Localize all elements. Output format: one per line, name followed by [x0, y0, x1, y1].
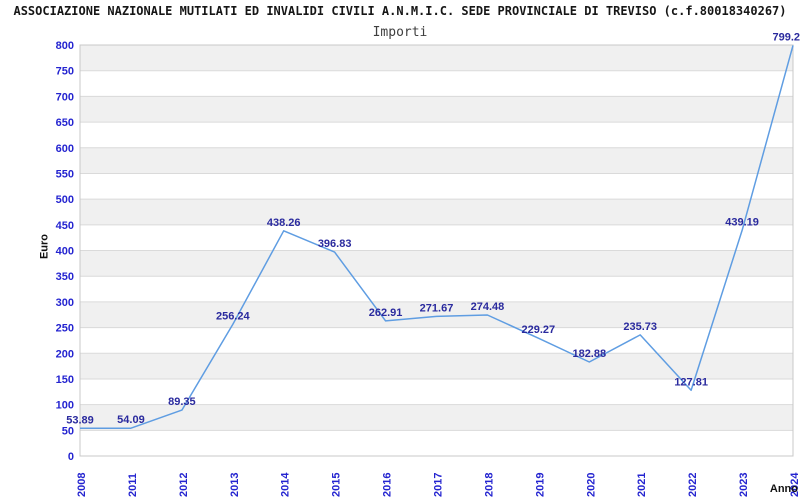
band: [80, 70, 793, 97]
series: [79, 45, 794, 430]
x-tick-label: 2017: [433, 473, 445, 497]
plot-border-rect: [79, 44, 794, 457]
x-tick-label: 2024: [789, 472, 800, 497]
band: [80, 224, 793, 251]
data-point-label: 396.83: [318, 238, 352, 250]
data-point-label: 271.67: [420, 302, 454, 314]
y-tick-label: 750: [56, 66, 74, 78]
y-axis-title: Euro: [38, 233, 51, 260]
data-labels: 53.89 54.09 89.35 256.24 438.26 396.83 262.91 2…: [66, 31, 800, 426]
band: [80, 301, 793, 328]
band: [80, 96, 793, 123]
x-tick-label: 2008: [76, 473, 88, 497]
plot-bands: [80, 45, 793, 456]
grid-lines: [80, 70, 793, 431]
band: [80, 250, 793, 277]
y-tick-label: 650: [56, 117, 74, 129]
y-tick-label: 800: [56, 40, 74, 52]
data-point-label: 274.48: [471, 301, 505, 313]
x-tick-label: 2020: [585, 473, 597, 497]
x-tick-label: 2015: [331, 473, 343, 497]
y-tick-label: 600: [56, 143, 74, 155]
data-point-label: 438.26: [267, 217, 301, 229]
x-tick-label: 2014: [280, 472, 292, 497]
series-line-importi: [79, 45, 794, 430]
x-tick-label: 2021: [636, 473, 648, 497]
data-point-label: 53.89: [66, 414, 94, 426]
x-tick-label: 2023: [738, 473, 750, 497]
y-tick-label: 450: [56, 220, 74, 232]
x-tick-labels: 2008 2011 2012 2013 2014 2015 2016 2017 2018 2019…: [76, 472, 800, 497]
data-point-label: 229.27: [522, 324, 556, 336]
band: [80, 404, 793, 431]
data-point-label: 54.09: [117, 414, 145, 426]
x-tick-label: 2022: [687, 473, 699, 497]
chart-subtitle: Importi: [372, 25, 428, 40]
band: [80, 327, 793, 354]
x-tick-label: 2016: [382, 473, 394, 497]
data-point-label: 89.35: [168, 396, 196, 408]
chart-title: ASSOCIAZIONE NAZIONALE MUTILATI ED INVAL…: [13, 4, 787, 18]
y-tick-label: 200: [56, 348, 74, 360]
band: [80, 276, 793, 302]
band: [80, 45, 793, 71]
x-tick-label: 2018: [483, 473, 495, 497]
y-tick-label: 300: [56, 297, 74, 309]
y-tick-label: 100: [56, 400, 74, 412]
data-point-label: 799.2: [772, 31, 800, 43]
y-tick-label: 0: [68, 451, 74, 463]
x-axis-title: Anno: [769, 483, 798, 495]
band: [80, 430, 793, 456]
y-tick-labels: 0 50 100 150 200 250 300 350 400 450 500 550 600 650 7…: [56, 40, 74, 463]
y-tick-label: 150: [56, 374, 74, 386]
y-tick-label: 550: [56, 168, 74, 180]
band: [80, 378, 793, 405]
y-tick-label: 250: [56, 323, 74, 335]
y-tick-label: 500: [56, 194, 74, 206]
data-point-label: 127.81: [674, 376, 708, 388]
band: [80, 122, 793, 148]
band: [80, 147, 793, 174]
y-tick-label: 700: [56, 91, 74, 103]
x-tick-label: 2011: [127, 473, 139, 497]
x-tick-label: 2013: [229, 473, 241, 497]
y-tick-label: 350: [56, 271, 74, 283]
x-tick-label: 2019: [534, 473, 546, 497]
data-point-label: 182.88: [572, 348, 606, 360]
band: [80, 353, 793, 379]
y-tick-label: 50: [62, 425, 74, 437]
band: [80, 173, 793, 200]
y-tick-label: 400: [56, 246, 74, 258]
data-point-label: 262.91: [369, 307, 403, 319]
plot-border: [79, 44, 794, 457]
band: [80, 199, 793, 225]
data-point-label: 439.19: [725, 216, 759, 228]
data-point-label: 256.24: [216, 310, 251, 322]
data-point-label: 235.73: [623, 321, 657, 333]
x-tick-label: 2012: [178, 473, 190, 497]
